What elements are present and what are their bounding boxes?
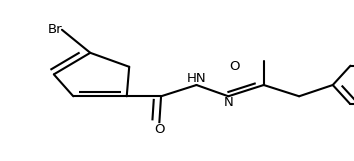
Text: O: O [154, 123, 165, 136]
Text: O: O [229, 60, 240, 73]
Text: N: N [223, 96, 233, 109]
Text: HN: HN [187, 72, 206, 85]
Text: Br: Br [47, 23, 62, 36]
